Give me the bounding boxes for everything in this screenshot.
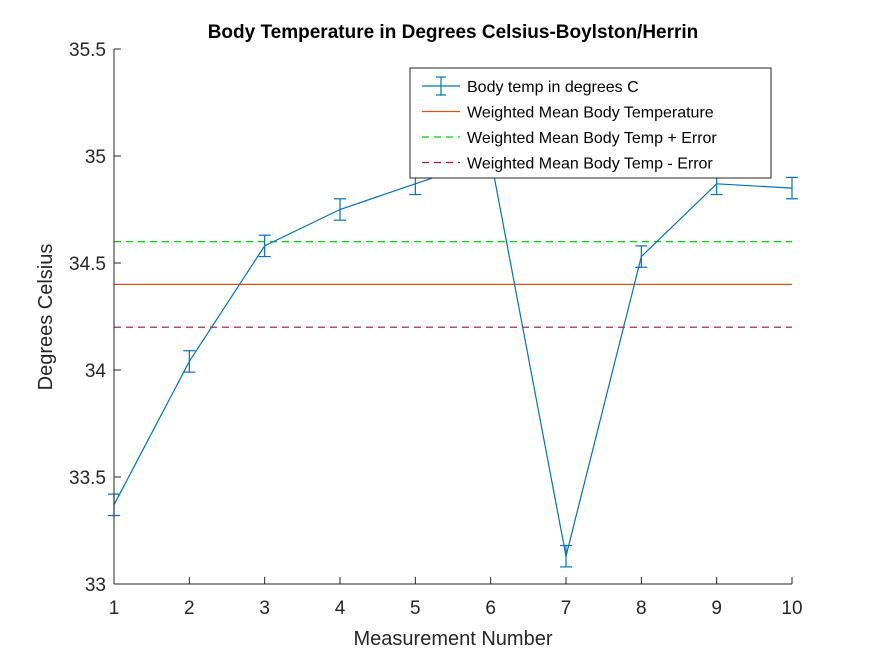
legend: Body temp in degrees C Weighted Mean Body… [409, 67, 772, 179]
x-tick-label: 5 [410, 598, 421, 619]
legend-label: Weighted Mean Body Temp - Error [467, 156, 713, 173]
y-tick-label: 34.5 [69, 254, 106, 275]
error-bar-point [635, 245, 648, 268]
x-axis-label: Measurement Number [354, 628, 553, 650]
plot-area [108, 146, 798, 568]
error-bar-point [560, 544, 572, 568]
y-tick-label: 35 [85, 147, 106, 168]
x-tick-label: 2 [184, 598, 195, 619]
legend-label: Weighted Mean Body Temperature [467, 105, 714, 122]
y-tick-label: 35.5 [69, 40, 106, 61]
legend-entry: Body temp in degrees C [422, 76, 639, 96]
legend-box [409, 67, 772, 179]
y-tick-label: 33.5 [69, 468, 106, 489]
y-tick-label: 34 [85, 361, 107, 382]
y-tick-label: 33 [85, 575, 106, 596]
x-tick-label: 6 [485, 598, 496, 619]
x-tick-label: 8 [636, 598, 647, 619]
legend-entry: Weighted Mean Body Temp - Error [422, 156, 713, 173]
legend-entry: Weighted Mean Body Temperature [422, 105, 714, 122]
x-tick-label: 1 [109, 598, 120, 619]
x-tick-label: 9 [711, 598, 722, 619]
error-bar-point [258, 234, 271, 258]
x-tick-label: 3 [259, 598, 270, 619]
x-tick-label: 4 [335, 598, 346, 619]
chart-title: Body Temperature in Degrees Celsius-Boyl… [208, 22, 699, 43]
error-bar-point [334, 198, 346, 221]
x-tick-label: 10 [781, 598, 802, 619]
series-line [113, 157, 793, 557]
legend-label: Weighted Mean Body Temp + Error [467, 130, 717, 147]
x-tick-label: 7 [561, 598, 572, 619]
y-axis-label: Degrees Celsius [35, 244, 57, 391]
legend-entry: Weighted Mean Body Temp + Error [422, 130, 717, 147]
legend-label: Body temp in degrees C [467, 79, 639, 96]
error-bar-point [183, 350, 196, 373]
error-bar-point [786, 176, 798, 200]
